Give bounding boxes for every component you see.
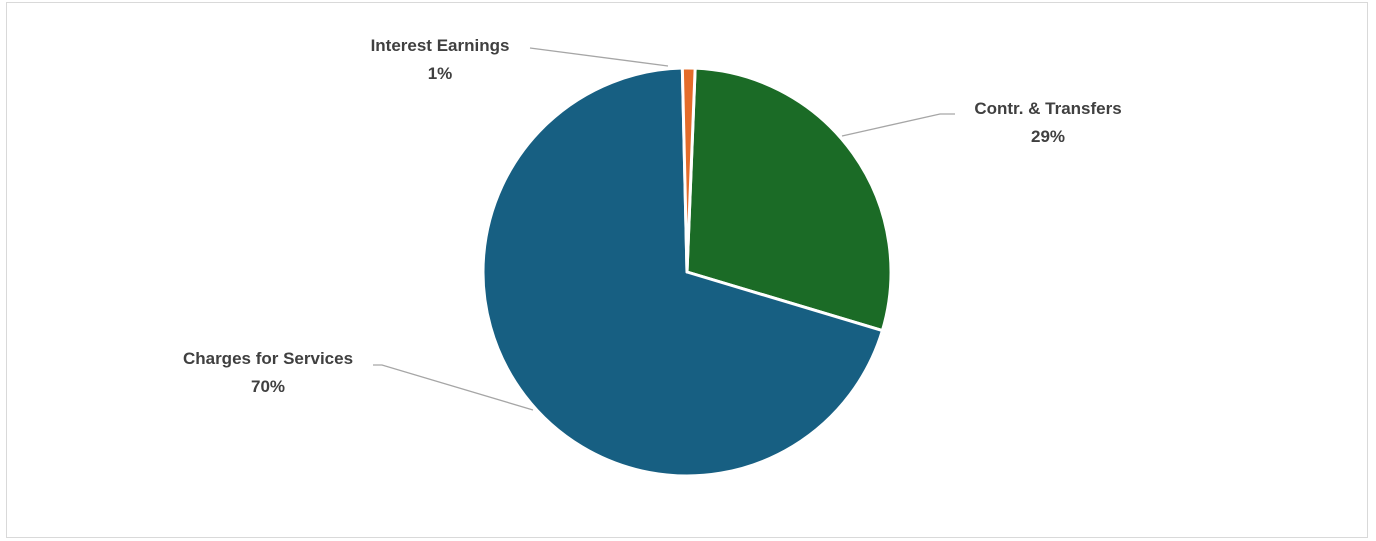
pie-slice-charges-for-services: [481, 66, 884, 478]
label-interest-earnings-percent: 1%: [428, 64, 453, 83]
pie-slices: [481, 66, 893, 478]
label-charges-for-services-percent: 70%: [251, 377, 285, 396]
leader-line-interest-earnings: [529, 47, 669, 67]
label-charges-for-services-name: Charges for Services: [183, 349, 353, 368]
leader-line-charges-for-services: [373, 364, 534, 411]
data-labels: Interest Earnings 1% Contr. & Transfers …: [183, 36, 1122, 396]
leader-line-contr-transfers: [841, 113, 955, 137]
label-contr-transfers-name: Contr. & Transfers: [974, 99, 1121, 118]
pie-slice-interest-earnings: [680, 66, 697, 274]
label-interest-earnings-name: Interest Earnings: [371, 36, 510, 55]
pie-slice-contr-transfers: [685, 66, 893, 333]
leader-lines: [373, 47, 955, 411]
label-contr-transfers-percent: 29%: [1031, 127, 1065, 146]
